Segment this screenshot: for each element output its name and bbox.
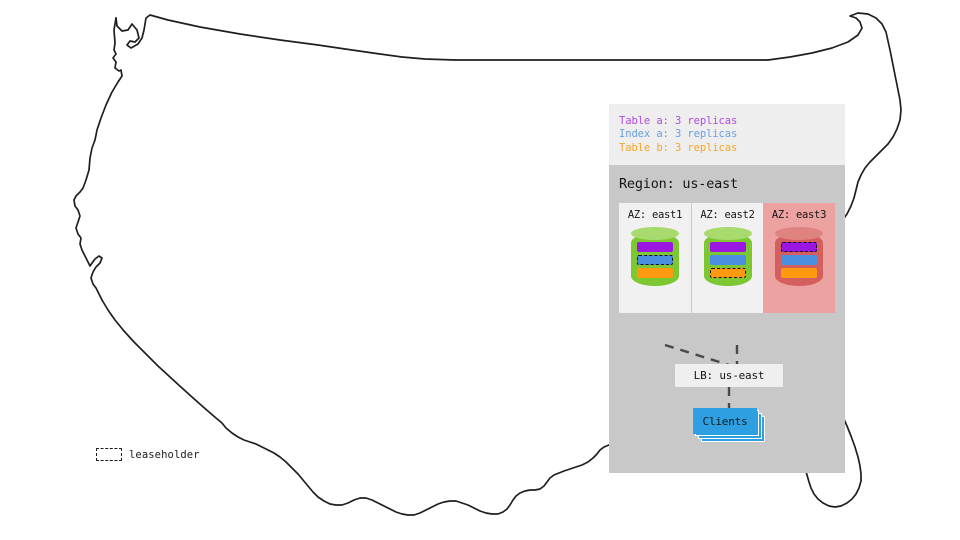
- az-east3[interactable]: AZ: east3: [763, 203, 835, 314]
- az-east1-band-index-a: [637, 255, 673, 266]
- leaseholder-legend-label: leaseholder: [129, 448, 200, 461]
- az-east1-band-table-b: [637, 268, 673, 279]
- us-map-outline: [73, 12, 902, 516]
- clients-label: Clients: [702, 414, 748, 428]
- az-east3-title: AZ: east3: [771, 209, 827, 222]
- clients-card-front[interactable]: Clients: [693, 408, 757, 435]
- az-east3-band-index-a: [781, 255, 817, 266]
- az-east1-node-cylinder-icon: [631, 227, 679, 289]
- az-east2[interactable]: AZ: east2: [691, 203, 763, 314]
- az-east1-title: AZ: east1: [627, 209, 683, 222]
- az-east2-node-cylinder-icon: [703, 227, 752, 289]
- deployment-panel: Table a: 3 replicas Index a: 3 replicas …: [609, 104, 845, 474]
- az-east2-replica-bands: [709, 242, 746, 281]
- replica-legend-line-table-a: Table a: 3 replicas: [619, 115, 738, 127]
- az-east2-band-index-a: [709, 255, 746, 266]
- replica-legend-line-table-b: Table b: 3 replicas: [619, 141, 738, 154]
- az-east2-title: AZ: east2: [700, 209, 755, 222]
- region-us-east: Region: us-east AZ: east1: [609, 165, 845, 474]
- az-east1-replica-bands: [637, 242, 673, 281]
- az-east2-band-table-b: [709, 268, 746, 279]
- az-row: AZ: east1 AZ: east2: [619, 203, 845, 314]
- load-balancer-label: LB: us-east: [693, 369, 765, 383]
- leaseholder-swatch-icon: [96, 448, 122, 461]
- load-balancer-box[interactable]: LB: us-east: [675, 364, 783, 388]
- replica-legend: Table a: 3 replicas Index a: 3 replicas …: [609, 104, 845, 166]
- az-east1-band-table-a: [637, 242, 673, 253]
- connector-east1-to-lb: [664, 344, 730, 367]
- az-east3-band-table-a: [781, 242, 817, 253]
- az-east1[interactable]: AZ: east1: [619, 203, 691, 314]
- replica-legend-line-index-a: Index a: 3 replicas: [619, 128, 738, 141]
- az-east3-node-cylinder-icon: [775, 227, 823, 289]
- az-east3-replica-bands: [781, 242, 817, 281]
- az-east2-band-table-a: [709, 242, 746, 253]
- region-title: Region: us-east: [619, 176, 738, 193]
- az-east3-band-table-b: [781, 268, 817, 279]
- clients-stack[interactable]: Clients: [693, 408, 765, 443]
- leaseholder-legend: leaseholder: [96, 448, 200, 461]
